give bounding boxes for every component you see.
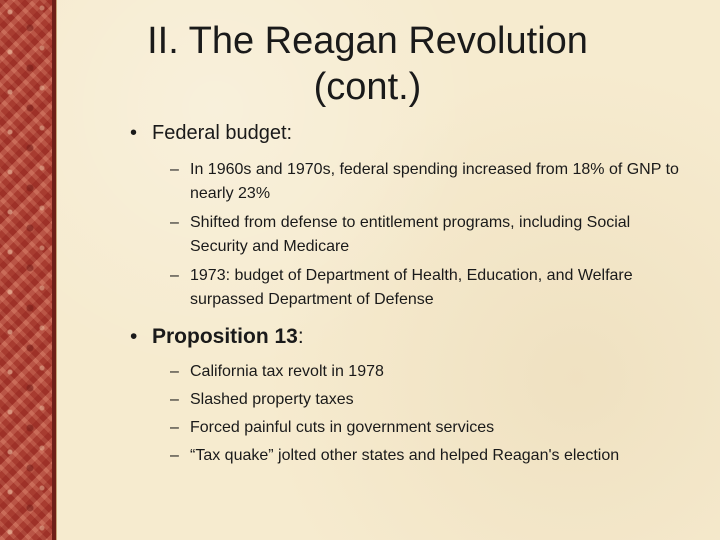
- proposition-13-subitems: – California tax revolt in 1978 – Slashe…: [170, 360, 690, 468]
- bullet-label-suffix: :: [297, 325, 304, 348]
- dash-marker: –: [170, 363, 179, 380]
- dash-marker: –: [170, 267, 179, 284]
- dash-marker: –: [170, 391, 179, 408]
- dash-marker: –: [170, 419, 179, 436]
- sub-item: – Forced painful cuts in government serv…: [170, 416, 690, 440]
- sub-item: – Slashed property taxes: [170, 388, 690, 412]
- decorative-border-line: [52, 0, 56, 540]
- sub-item-text: California tax revolt in 1978: [190, 363, 384, 380]
- sub-item: – Shifted from defense to entitlement pr…: [170, 211, 690, 259]
- sub-item-text: Slashed property taxes: [190, 391, 354, 408]
- bullet-proposition-13: • Proposition 13:: [130, 324, 690, 350]
- sub-item: – 1973: budget of Department of Health, …: [170, 264, 690, 312]
- bullet-label-bold: Proposition 13: [152, 325, 298, 348]
- bullet-marker: •: [130, 122, 138, 144]
- title-line-2: (cont.): [313, 66, 422, 108]
- sub-item: – “Tax quake” jolted other states and he…: [170, 444, 690, 468]
- bullet-label: Federal budget:: [152, 122, 293, 144]
- sub-item-text: In 1960s and 1970s, federal spending inc…: [190, 161, 679, 202]
- sub-item-text: Forced painful cuts in government servic…: [190, 419, 495, 436]
- bullet-federal-budget: • Federal budget:: [130, 120, 690, 146]
- sub-item-text: Shifted from defense to entitlement prog…: [190, 214, 631, 255]
- title-line-1: II. The Reagan Revolution: [147, 20, 588, 62]
- dash-marker: –: [170, 214, 179, 231]
- sub-item-text: “Tax quake” jolted other states and help…: [190, 447, 620, 464]
- slide-title: II. The Reagan Revolution (cont.): [60, 18, 675, 110]
- sub-item-text: 1973: budget of Department of Health, Ed…: [190, 267, 633, 308]
- decorative-border-strip: [0, 0, 52, 540]
- slide-body: • Federal budget: – In 1960s and 1970s, …: [130, 120, 690, 472]
- bullet-marker: •: [130, 325, 138, 348]
- dash-marker: –: [170, 447, 179, 464]
- sub-item: – California tax revolt in 1978: [170, 360, 690, 384]
- sub-item: – In 1960s and 1970s, federal spending i…: [170, 158, 690, 206]
- federal-budget-subitems: – In 1960s and 1970s, federal spending i…: [170, 158, 690, 312]
- dash-marker: –: [170, 161, 179, 178]
